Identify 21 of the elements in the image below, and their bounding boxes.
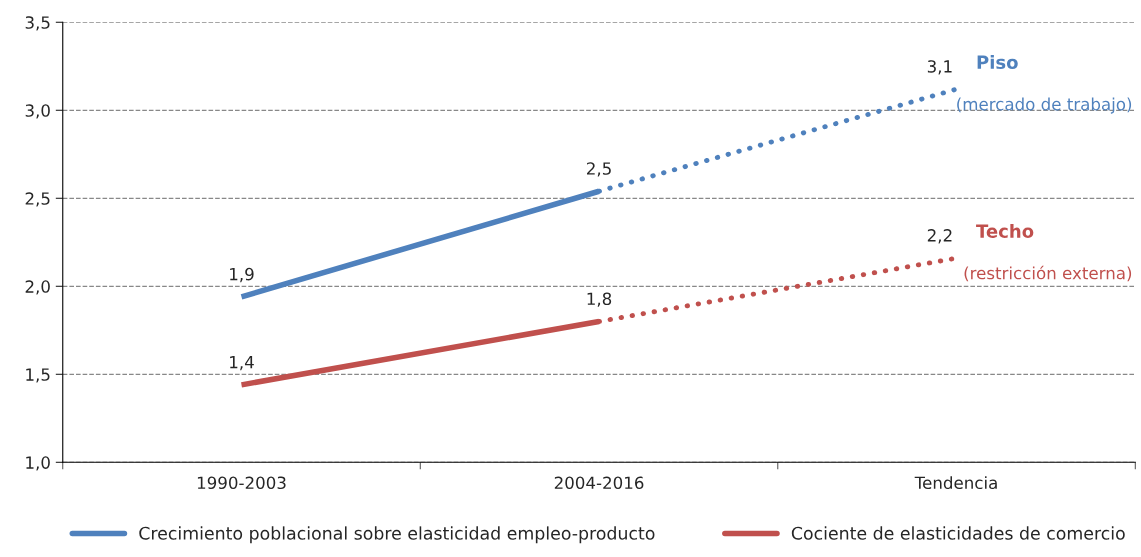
annotation: (mercado de trabajo) (957, 97, 1132, 114)
annotation: Piso (977, 55, 1018, 69)
data-label: 1,9 (230, 267, 254, 283)
y-tick-label: 3,0 (25, 104, 50, 119)
annotation: Techo (976, 224, 1034, 238)
data-label: 3,1 (927, 60, 952, 75)
legend-label: Crecimiento poblacional sobre elasticidad empleo-producto (139, 526, 655, 544)
y-tick-label: 2,5 (25, 192, 50, 207)
data-label: 1,4 (230, 356, 254, 371)
x-tick-label: 1990-2003 (197, 476, 286, 490)
legend-label: Cociente de elasticidades de comercio (791, 526, 1125, 540)
data-label: 2,5 (586, 162, 611, 177)
y-tick-label: 1,0 (26, 456, 50, 471)
y-tick-label: 1,5 (26, 368, 50, 383)
x-tick-label: Tendencia (914, 476, 997, 490)
y-tick-label: 2,0 (25, 280, 50, 295)
x-tick-label: 2004-2016 (554, 476, 644, 490)
annotation: (restricción externa) (964, 265, 1132, 282)
y-tick-label: 3,5 (25, 16, 50, 31)
data-label: 1,8 (587, 292, 612, 307)
data-label: 2,2 (927, 229, 952, 244)
